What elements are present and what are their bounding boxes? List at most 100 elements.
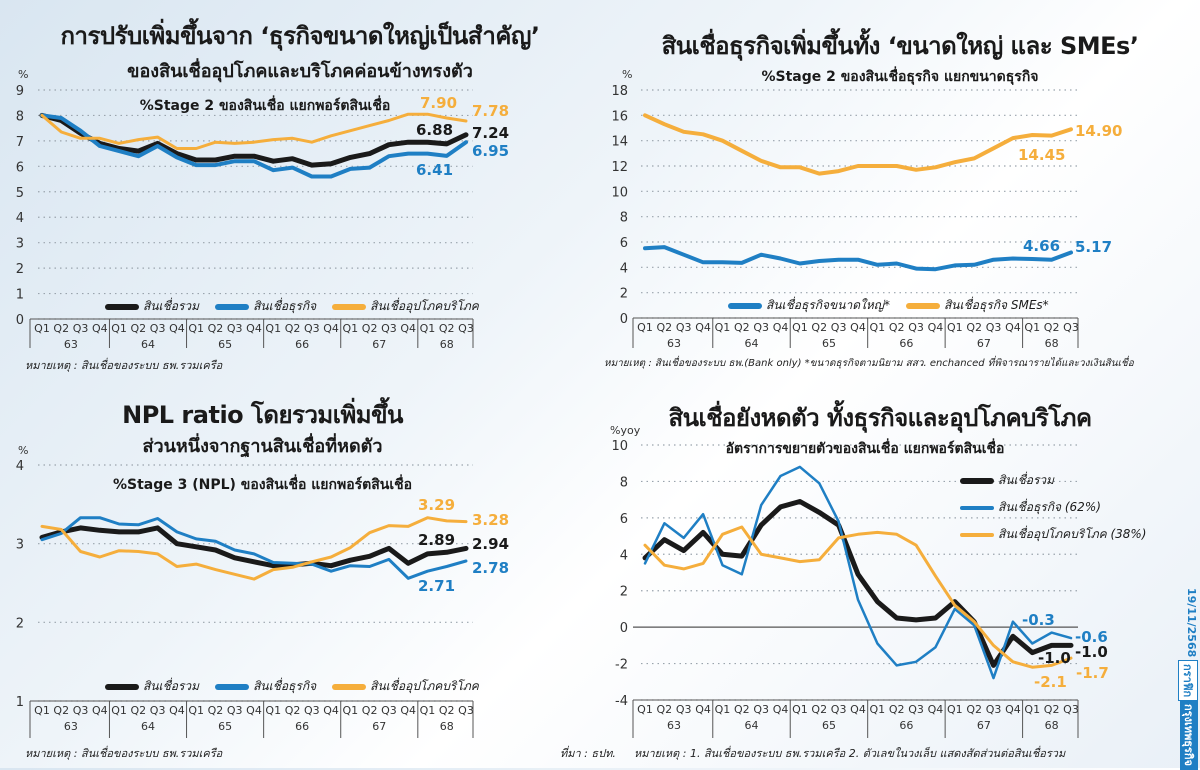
x-tick-label: Q2 (285, 322, 301, 335)
x-tick-label: Q3 (753, 321, 769, 334)
legend-item: สินเชื่ออุปโภคบริโภค (332, 677, 479, 696)
y-tick-label: 7 (16, 135, 24, 150)
brand-logo: กรุงเทพธุรกิจ (1180, 700, 1198, 770)
series-line-2 (643, 465, 1073, 680)
legend-item: สินเชื่ออุปโภคบริโภค (332, 297, 479, 316)
legend-item: สินเชื่อรวม (105, 677, 199, 696)
chart1-legend: สินเชื่อรวม สินเชื่อธุรกิจ สินเชื่ออุปโภ… (105, 297, 479, 316)
x-tick-label: Q3 (676, 703, 692, 716)
x-tick-label: Q3 (150, 704, 166, 717)
x-tick-label: Q1 (947, 703, 963, 716)
y-tick-label: -2 (615, 658, 628, 673)
series-line-1 (39, 525, 469, 569)
x-tick-label: Q3 (676, 321, 692, 334)
series-line-1 (39, 112, 469, 168)
x-tick-label: Q2 (889, 703, 905, 716)
x-tick-label: Q2 (439, 322, 455, 335)
x-year-label: 67 (977, 719, 991, 732)
series-line-3 (40, 112, 468, 150)
data-label: 14.45 (1018, 146, 1065, 164)
x-year-label: 63 (64, 720, 78, 733)
y-axis-unit: % (18, 444, 28, 457)
x-tick-label: Q3 (458, 704, 474, 717)
x-tick-label: Q1 (637, 703, 653, 716)
y-tick-label: 4 (16, 211, 24, 226)
legend-swatch (105, 683, 139, 690)
y-tick-label: 16 (611, 109, 628, 124)
legend-item: สินเชื่อรวม (105, 297, 199, 316)
x-tick-label: Q3 (150, 322, 166, 335)
legend-label: สินเชื่อรวม (143, 679, 200, 693)
data-label: -1.0 (1075, 643, 1108, 661)
x-tick-label: Q3 (73, 704, 89, 717)
legend-label: สินเชื่ออุปโภคบริโภค (370, 679, 479, 693)
x-tick-label: Q3 (1063, 321, 1079, 334)
x-tick-label: Q4 (928, 703, 944, 716)
x-tick-label: Q2 (657, 321, 673, 334)
x-tick-label: Q1 (111, 704, 127, 717)
y-tick-label: 1 (16, 695, 24, 710)
x-tick-label: Q4 (323, 704, 339, 717)
legend-label: สินเชื่อรวม (143, 299, 200, 313)
data-label: -2.1 (1034, 673, 1067, 691)
x-tick-label: Q2 (131, 704, 147, 717)
x-tick-label: Q2 (131, 322, 147, 335)
x-tick-label: Q3 (458, 322, 474, 335)
x-tick-label: Q4 (695, 703, 711, 716)
y-tick-label: 5 (16, 186, 24, 201)
data-label: -1.7 (1076, 664, 1109, 682)
x-tick-label: Q2 (889, 321, 905, 334)
x-tick-label: Q2 (53, 704, 69, 717)
x-tick-label: Q4 (928, 321, 944, 334)
data-label: 4.66 (1023, 237, 1060, 255)
x-year-label: 66 (295, 720, 309, 733)
legend-swatch (215, 683, 250, 690)
x-tick-label: Q1 (715, 703, 731, 716)
x-tick-label: Q3 (381, 322, 397, 335)
x-tick-label: Q1 (34, 704, 50, 717)
x-tick-label: Q3 (304, 322, 320, 335)
chart2-legend: สินเชื่อธุรกิจขนาดใหญ่* สินเชื่อธุรกิจ S… (728, 296, 1049, 315)
x-tick-label: Q1 (188, 322, 204, 335)
x-tick-label: Q3 (908, 703, 924, 716)
data-label: 7.78 (472, 102, 509, 120)
data-label: 6.88 (416, 121, 453, 139)
y-tick-label: 14 (611, 135, 628, 150)
series-line-2 (40, 516, 468, 580)
x-tick-label: Q2 (208, 322, 224, 335)
legend-label: สินเชื่อรวม (998, 473, 1055, 487)
chart4-title: สินเชื่อยังหดตัว ทั้งธุรกิจและอุปโภคบริโ… (668, 404, 1092, 432)
data-label: 7.90 (420, 94, 457, 112)
x-year-label: 65 (822, 719, 836, 732)
legend-label: สินเชื่อธุรกิจ SMEs* (943, 298, 1049, 312)
legend-label: สินเชื่ออุปโภคบริโภค (38%) (998, 527, 1147, 541)
x-tick-label: Q3 (304, 704, 320, 717)
x-tick-label: Q4 (246, 704, 262, 717)
series-line-2 (643, 113, 1073, 176)
x-year-label: 67 (977, 337, 991, 350)
x-tick-label: Q1 (343, 322, 359, 335)
x-tick-label: Q3 (73, 322, 89, 335)
y-axis-unit: % (622, 68, 632, 81)
x-tick-label: Q4 (1005, 703, 1021, 716)
legend-swatch (728, 302, 762, 309)
legend-swatch (332, 683, 367, 690)
chart3-legend: สินเชื่อรวม สินเชื่อธุรกิจ สินเชื่ออุปโภ… (105, 677, 479, 696)
x-year-label: 65 (218, 720, 232, 733)
legend-item: สินเชื่อธุรกิจ SMEs* (905, 296, 1049, 315)
x-tick-label: Q1 (637, 321, 653, 334)
x-tick-label: Q1 (420, 704, 436, 717)
y-tick-label: 4 (620, 261, 628, 276)
x-year-label: 64 (141, 720, 155, 733)
x-tick-label: Q2 (657, 703, 673, 716)
data-label: 5.17 (1075, 238, 1112, 256)
legend-swatch (215, 303, 250, 310)
x-tick-label: Q1 (420, 322, 436, 335)
publish-date: 19/11/2568 (1185, 588, 1198, 658)
x-tick-label: Q3 (1063, 703, 1079, 716)
y-tick-label: 3 (16, 237, 24, 252)
x-tick-label: Q1 (870, 703, 886, 716)
data-label: 14.90 (1075, 122, 1122, 140)
legend-item: สินเชื่อธุรกิจ (62%) (960, 498, 1146, 517)
legend-label: สินเชื่อธุรกิจ (62%) (998, 500, 1101, 514)
